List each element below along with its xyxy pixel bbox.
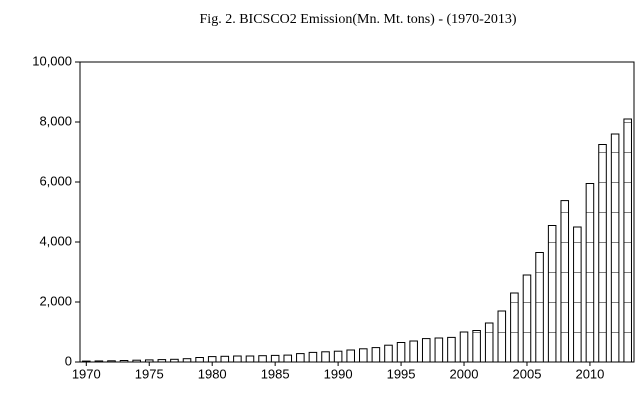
bar xyxy=(560,200,570,363)
bar xyxy=(472,330,481,363)
x-tick-label: 2010 xyxy=(575,366,604,381)
bar xyxy=(296,353,305,363)
y-tick-label: 6,000 xyxy=(39,173,72,188)
bar xyxy=(170,358,179,363)
bar xyxy=(497,310,507,363)
bar xyxy=(207,356,217,363)
y-tick-label: 8,000 xyxy=(39,113,72,128)
bar xyxy=(459,331,469,363)
chart-title: Fig. 2. BICSCO2 Emission(Mn. Mt. tons) -… xyxy=(200,12,517,27)
bar xyxy=(283,354,293,363)
bar xyxy=(434,337,444,363)
bar xyxy=(258,355,267,363)
bar xyxy=(182,358,192,363)
bar xyxy=(157,359,167,363)
x-tick-label: 2005 xyxy=(513,366,542,381)
bar xyxy=(333,350,343,363)
bar xyxy=(510,292,519,363)
bar xyxy=(270,354,280,363)
y-tick-label: 0 xyxy=(65,353,72,368)
bar xyxy=(409,340,418,363)
bar xyxy=(371,347,381,363)
bar xyxy=(321,351,330,363)
bar xyxy=(94,360,104,363)
x-tick-label: 1995 xyxy=(387,366,416,381)
bar xyxy=(245,355,255,363)
bar xyxy=(598,144,607,363)
x-tick-label: 1970 xyxy=(72,366,101,381)
plot-frame xyxy=(79,61,635,363)
y-tick-label: 2,000 xyxy=(39,293,72,308)
bar xyxy=(585,183,595,363)
bar xyxy=(484,322,494,363)
bar xyxy=(132,359,141,363)
bar xyxy=(220,355,230,363)
bar xyxy=(384,344,393,363)
bar xyxy=(119,360,129,363)
x-tick-label: 1990 xyxy=(324,366,353,381)
bar xyxy=(522,274,532,363)
bar xyxy=(195,357,204,363)
bar xyxy=(144,359,154,363)
x-tick-label: 2000 xyxy=(450,366,479,381)
y-tick-label: 4,000 xyxy=(39,233,72,248)
bar xyxy=(346,349,355,363)
bar xyxy=(396,342,406,363)
bar xyxy=(107,360,116,363)
bar xyxy=(573,226,582,363)
x-tick-label: 1975 xyxy=(135,366,164,381)
bar xyxy=(233,355,242,363)
bar xyxy=(359,348,368,363)
bar xyxy=(82,360,91,363)
bar xyxy=(610,133,620,363)
bar xyxy=(623,118,632,363)
bar xyxy=(535,252,544,363)
bar xyxy=(447,336,456,363)
bar xyxy=(421,338,431,363)
x-tick-label: 1980 xyxy=(198,366,227,381)
bar xyxy=(308,351,318,363)
x-tick-label: 1985 xyxy=(261,366,290,381)
bar xyxy=(547,225,557,363)
y-tick-label: 10,000 xyxy=(32,53,72,68)
